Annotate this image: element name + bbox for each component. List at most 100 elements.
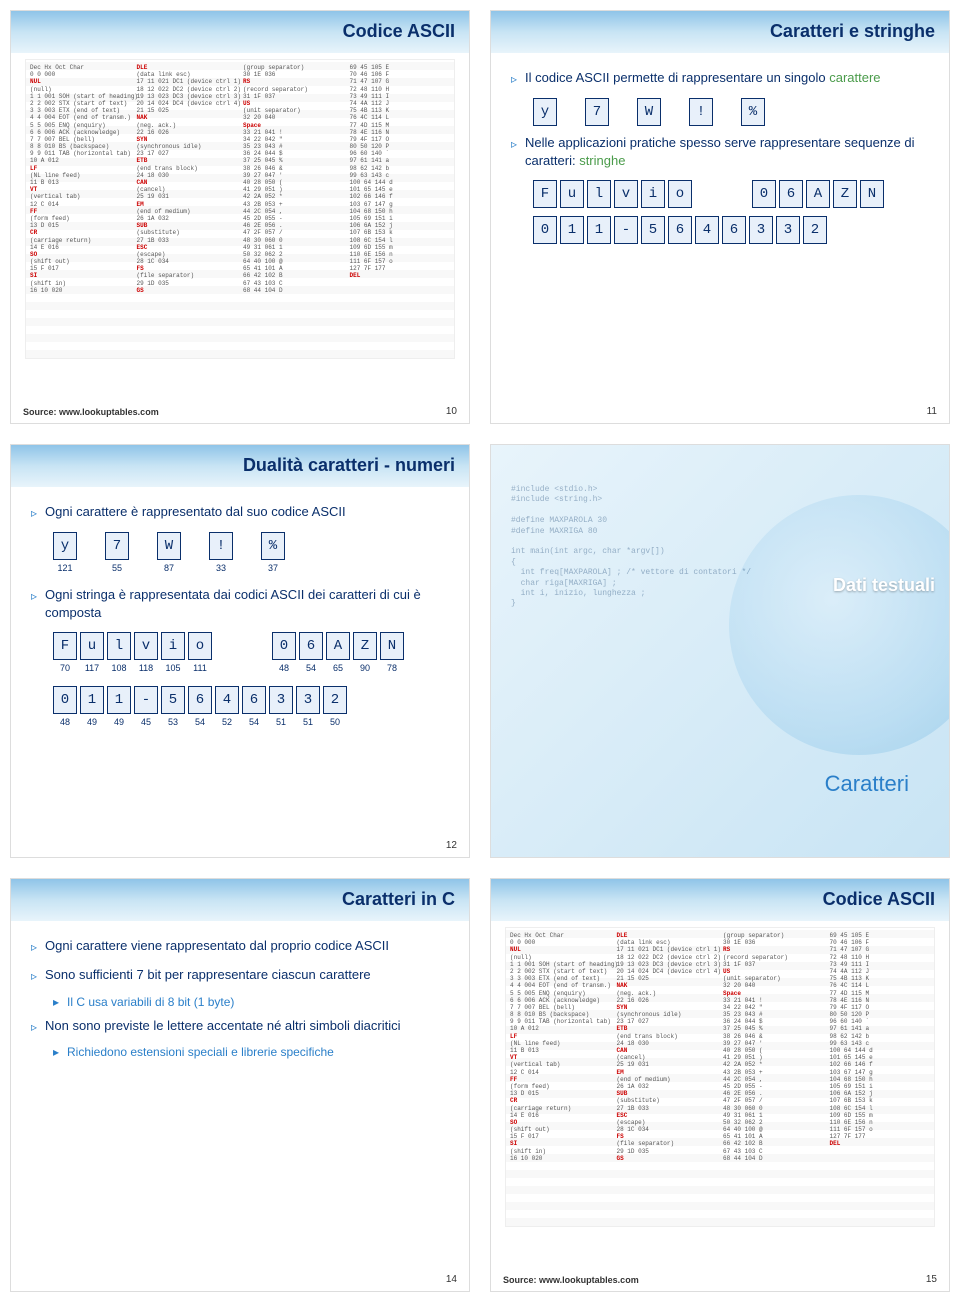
- char-box: 553: [161, 686, 185, 714]
- char-box: 452: [215, 686, 239, 714]
- bullet-text: Ogni carattere è rappresentato dal suo c…: [45, 503, 346, 521]
- ascii-table: Dec Hx Oct Char0 0 000 NUL (null)1 1 001…: [505, 927, 935, 1227]
- char-row: y7W!%: [533, 98, 929, 126]
- slide-15: Codice ASCII Dec Hx Oct Char0 0 000 NUL …: [490, 878, 950, 1292]
- char-box: 0: [752, 180, 776, 208]
- bullet-icon: ▸: [53, 995, 67, 1009]
- char-code: 49: [87, 717, 97, 727]
- char-box: N78: [380, 632, 404, 660]
- char-groups: Fulvio 06AZN: [533, 180, 929, 208]
- char-box: u117: [80, 632, 104, 660]
- bullet-text: Il codice ASCII permette di rappresentar…: [525, 69, 881, 87]
- char-code: 54: [306, 663, 316, 673]
- slide-header: Dati testuali: [491, 445, 949, 487]
- bullet: ▹ Ogni carattere viene rappresentato dal…: [31, 937, 449, 956]
- page-number: 12: [446, 840, 457, 851]
- slide-title: Caratteri in C: [342, 889, 455, 910]
- char-box: 1: [560, 216, 584, 244]
- char-box: A65: [326, 632, 350, 660]
- char-box: v: [614, 180, 638, 208]
- source-note: Source: www.lookuptables.com: [23, 407, 159, 417]
- slide-body: ▹ Il codice ASCII permette di rappresent…: [491, 53, 949, 262]
- char-box: 149: [80, 686, 104, 714]
- page-number: 14: [446, 1274, 457, 1285]
- char-code: 118: [139, 663, 153, 673]
- char-box: 5: [641, 216, 665, 244]
- bullet-text: Ogni stringa è rappresentata dai codici …: [45, 586, 449, 622]
- char-code: 111: [193, 663, 207, 673]
- slide-13: #include <stdio.h>#include <string.h>#de…: [490, 444, 950, 858]
- char-code: 108: [111, 663, 126, 673]
- char-code: 33: [216, 563, 226, 573]
- char-box: 351: [296, 686, 320, 714]
- char-box: !: [689, 98, 713, 126]
- char-code: 78: [387, 663, 397, 673]
- slide-title: Dati testuali: [833, 575, 935, 596]
- char-box: 2: [803, 216, 827, 244]
- bullet-text: Non sono previste le lettere accentate n…: [45, 1017, 401, 1035]
- slide-header: Caratteri e stringhe: [491, 11, 949, 53]
- char-code: 54: [249, 717, 259, 727]
- char-code: 48: [279, 663, 289, 673]
- char-box: l108: [107, 632, 131, 660]
- bullet: ▹ Nelle applicazioni pratiche spesso ser…: [511, 134, 929, 170]
- char-box: 149: [107, 686, 131, 714]
- char-box: 755: [105, 532, 129, 560]
- char-box: i105: [161, 632, 185, 660]
- char-box: 3: [749, 216, 773, 244]
- page-number: 15: [926, 1274, 937, 1285]
- slide-header: Codice ASCII: [11, 11, 469, 53]
- char-box: -: [614, 216, 638, 244]
- char-box: F: [533, 180, 557, 208]
- bullet: ▹ Il codice ASCII permette di rappresent…: [511, 69, 929, 88]
- char-box: A: [806, 180, 830, 208]
- char-box: Z: [833, 180, 857, 208]
- char-box: 3: [776, 216, 800, 244]
- char-box: 654: [188, 686, 212, 714]
- char-box: u: [560, 180, 584, 208]
- bullet: ▹ Ogni stringa è rappresentata dai codic…: [31, 586, 449, 622]
- slide-10: Codice ASCII Dec Hx Oct Char0 0 000 NUL …: [10, 10, 470, 424]
- char-box: 048: [272, 632, 296, 660]
- slide-11: Caratteri e stringhe ▹ Il codice ASCII p…: [490, 10, 950, 424]
- bullet-icon: ▹: [511, 134, 525, 153]
- slide-header: Caratteri in C: [11, 879, 469, 921]
- slide-title: Codice ASCII: [343, 21, 455, 42]
- char-box: %: [741, 98, 765, 126]
- char-box: -45: [134, 686, 158, 714]
- char-box: Z90: [353, 632, 377, 660]
- bullet-icon: ▹: [31, 586, 45, 605]
- char-box: F70: [53, 632, 77, 660]
- char-code: 65: [333, 663, 343, 673]
- char-groups: F70u117l108v118i105o111 048654A65Z90N78: [53, 632, 449, 660]
- char-box: %37: [261, 532, 285, 560]
- bullet-icon: ▹: [31, 503, 45, 522]
- char-box: W87: [157, 532, 181, 560]
- char-code: 105: [165, 663, 180, 673]
- char-box: o111: [188, 632, 212, 660]
- char-box: W: [637, 98, 661, 126]
- slide-title: Caratteri e stringhe: [770, 21, 935, 42]
- char-code: 48: [60, 717, 70, 727]
- sub-bullet: ▸ Richiedono estensioni speciali e libre…: [53, 1045, 449, 1059]
- char-box: 6: [779, 180, 803, 208]
- char-code: 51: [303, 717, 313, 727]
- char-row: 048149149-45553654452654351351250: [53, 686, 449, 714]
- char-box: 654: [299, 632, 323, 660]
- slide-header: Dualità caratteri - numeri: [11, 445, 469, 487]
- subtitle: Caratteri: [491, 771, 949, 797]
- char-box: 0: [533, 216, 557, 244]
- slide-title: Codice ASCII: [823, 889, 935, 910]
- sub-bullet-text: Il C usa variabili di 8 bit (1 byte): [67, 995, 234, 1009]
- slide-12: Dualità caratteri - numeri ▹ Ogni caratt…: [10, 444, 470, 858]
- bullet-icon: ▹: [31, 937, 45, 956]
- bullet: ▹ Non sono previste le lettere accentate…: [31, 1017, 449, 1036]
- bullet-text: Ogni carattere viene rappresentato dal p…: [45, 937, 389, 955]
- char-code: 51: [276, 717, 286, 727]
- char-code: 90: [360, 663, 370, 673]
- bullet: ▹ Ogni carattere è rappresentato dal suo…: [31, 503, 449, 522]
- char-row: 011-5646332: [533, 216, 929, 244]
- char-code: 45: [141, 717, 151, 727]
- char-box: N: [860, 180, 884, 208]
- char-code: 53: [168, 717, 178, 727]
